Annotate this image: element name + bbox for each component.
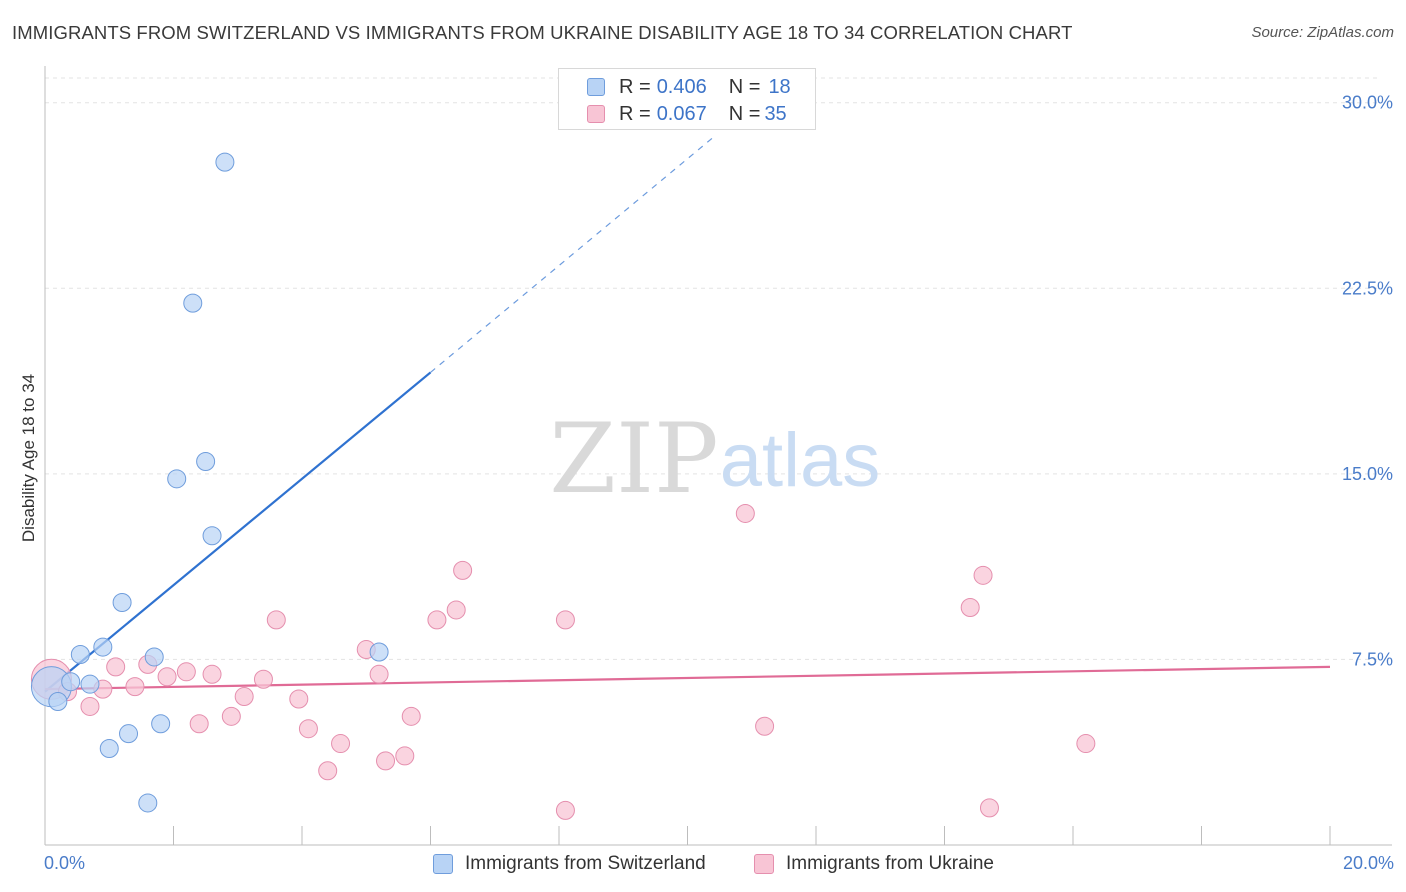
- correlation-legend: R = 0.406 N = 18 R = 0.067 N = 35: [558, 68, 816, 130]
- switzerland-point-15: [202, 526, 222, 546]
- switzerland-point-6: [99, 739, 119, 759]
- y-tick-label-0: 7.5%: [1352, 649, 1393, 669]
- switzerland-point-12: [167, 469, 187, 489]
- legend-n-label: N =: [728, 75, 761, 98]
- legend-n-label: N =: [728, 102, 761, 125]
- series-legend-switzerland: Immigrants from Switzerland: [433, 851, 706, 877]
- ukraine-point-25: [446, 600, 466, 620]
- ukraine-point-8: [176, 662, 196, 682]
- swatch-ukraine-icon: [587, 105, 605, 123]
- ukraine-point-17: [318, 761, 338, 781]
- ukraine-point-11: [221, 706, 241, 726]
- axes: [44, 66, 1392, 846]
- legend-n-value: 18: [768, 75, 791, 98]
- y-tick-labels: 7.5% 15.0% 22.5% 30.0%: [1342, 93, 1393, 670]
- series-legend-ukraine: Immigrants from Ukraine: [754, 851, 994, 877]
- legend-row-ukraine: R = 0.067 N = 35: [587, 101, 787, 127]
- switzerland-point-14: [196, 452, 216, 471]
- watermark: ZIP atlas: [549, 403, 880, 515]
- switzerland-point-11: [151, 714, 171, 734]
- ukraine-point-27: [555, 610, 575, 630]
- ukraine-point-10: [202, 664, 222, 684]
- trend-line-ukraine: [44, 665, 1331, 691]
- chart-title: IMMIGRANTS FROM SWITZERLAND VS IMMIGRANT…: [12, 22, 1073, 43]
- switzerland-point-4: [80, 674, 100, 694]
- chart-source: Source: ZipAtlas.com: [1251, 24, 1394, 41]
- ukraine-point-34: [1076, 734, 1096, 754]
- legend-switzerland-label: Immigrants from Switzerland: [465, 853, 706, 874]
- legend-r-value: 0.406: [656, 75, 707, 98]
- ukraine-point-2: [80, 696, 100, 716]
- ukraine-point-33: [979, 798, 999, 818]
- switzerland-point-9: [138, 793, 158, 813]
- y-tick-label-1: 15.0%: [1342, 464, 1393, 484]
- gridlines: [45, 77, 1380, 660]
- switzerland-point-1: [48, 691, 68, 711]
- swatch-switzerland-icon: [587, 78, 605, 96]
- ukraine-point-15: [289, 689, 309, 709]
- ukraine-point-5: [125, 677, 145, 697]
- watermark-zip: ZIP: [549, 403, 718, 515]
- switzerland-point-8: [119, 724, 139, 744]
- legend-ukraine-icon: [754, 854, 774, 874]
- ukraine-point-32: [973, 565, 993, 585]
- switzerland-point-2: [61, 672, 81, 692]
- series-ukraine-points: [30, 503, 1096, 820]
- trend-line-switzerland-extension: [430, 136, 714, 373]
- switzerland-point-13: [183, 293, 203, 313]
- ukraine-point-4: [106, 657, 126, 677]
- x-tick-labels: 0.0% 20.0%: [44, 853, 1394, 873]
- legend-ukraine-label: Immigrants from Ukraine: [786, 853, 994, 874]
- ukraine-point-9: [189, 714, 209, 734]
- legend-r-value: 0.067: [656, 102, 707, 125]
- ukraine-point-26: [453, 560, 473, 580]
- watermark-atlas: atlas: [720, 418, 881, 503]
- ukraine-point-20: [369, 664, 389, 684]
- ukraine-point-24: [427, 610, 447, 630]
- legend-row-switzerland: R = 0.406 N = 18: [587, 74, 791, 100]
- y-tick-label-2: 22.5%: [1342, 278, 1393, 298]
- ukraine-point-13: [253, 669, 273, 689]
- legend-switzerland-icon: [433, 854, 453, 874]
- y-axis-label: Disability Age 18 to 34: [19, 374, 38, 542]
- legend-r-label: R =: [619, 75, 651, 98]
- ukraine-point-18: [331, 734, 351, 754]
- y-tick-label-3: 30.0%: [1342, 93, 1393, 113]
- switzerland-point-3: [70, 644, 90, 664]
- legend-n-value: 35: [764, 102, 787, 125]
- ukraine-point-14: [266, 610, 286, 630]
- ukraine-point-21: [376, 751, 396, 771]
- switzerland-point-5: [93, 637, 113, 657]
- ukraine-point-28: [555, 800, 575, 820]
- ukraine-point-22: [395, 746, 415, 766]
- ukraine-point-31: [960, 597, 980, 617]
- ukraine-point-12: [234, 687, 254, 707]
- x-tick-label-0: 0.0%: [44, 853, 85, 873]
- ukraine-point-7: [157, 667, 177, 687]
- trend-line-switzerland: [44, 371, 432, 693]
- ukraine-point-29: [735, 503, 755, 523]
- ukraine-point-23: [401, 706, 421, 726]
- legend-r-label: R =: [619, 102, 651, 125]
- switzerland-point-10: [144, 647, 164, 667]
- switzerland-point-7: [112, 593, 132, 613]
- switzerland-point-17: [369, 642, 389, 662]
- ukraine-point-16: [298, 719, 318, 739]
- series-switzerland-points: [30, 152, 389, 813]
- switzerland-point-16: [215, 152, 235, 172]
- x-tick-label-1: 20.0%: [1343, 853, 1394, 873]
- ukraine-point-30: [755, 716, 775, 736]
